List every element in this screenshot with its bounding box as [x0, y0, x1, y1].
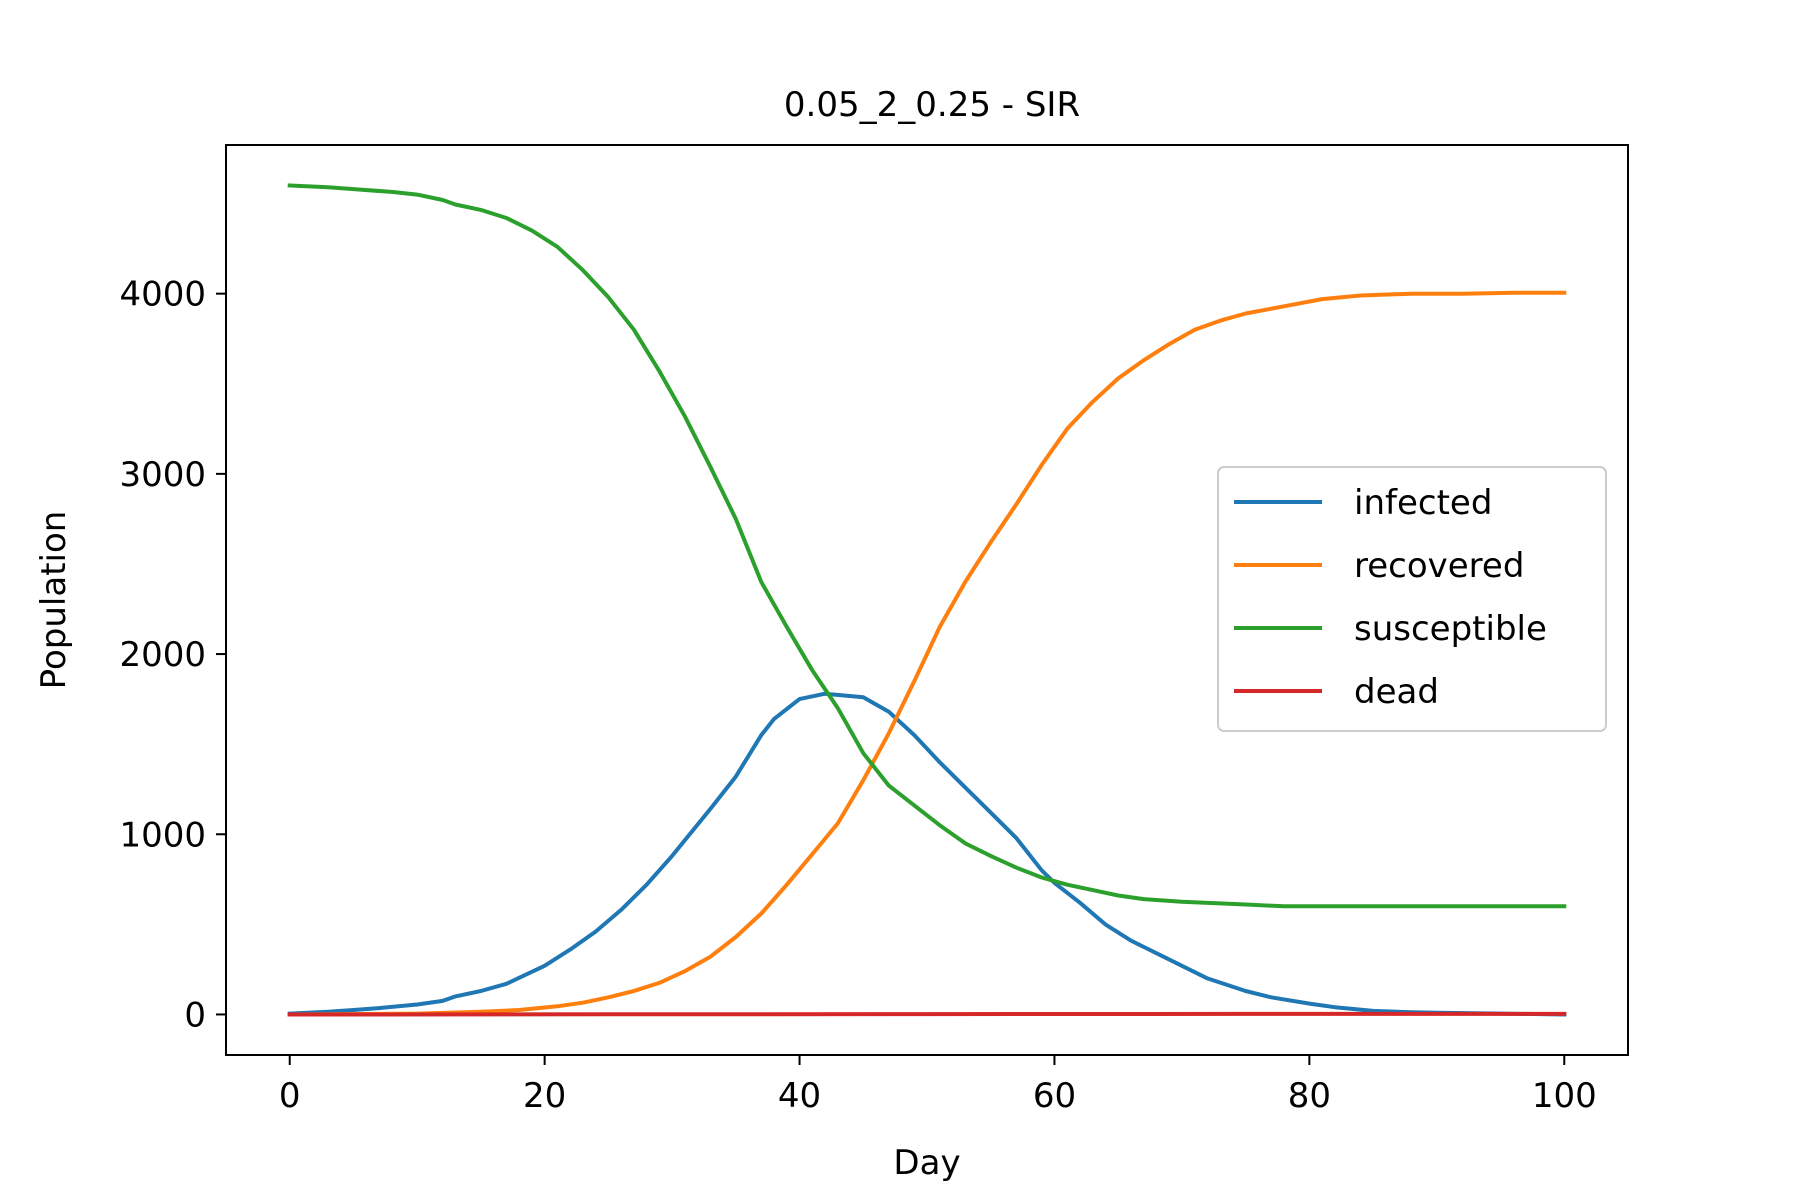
x-axis-ticks: 0 20 40 60 80 100 — [279, 1055, 1597, 1116]
series-line-recovered — [287, 290, 1567, 1017]
x-tick-label: 0 — [279, 1076, 301, 1116]
legend-label-dead: dead — [1354, 672, 1439, 712]
series-line-infected — [287, 691, 1567, 1017]
y-tick-label: 3000 — [119, 455, 206, 495]
y-axis-label: Population — [34, 511, 74, 690]
legend-box — [1217, 466, 1607, 732]
series-line-susceptible — [287, 183, 1567, 909]
axes-frame — [225, 144, 1629, 1056]
x-tick-label: 20 — [523, 1076, 566, 1116]
y-tick-label: 4000 — [119, 275, 206, 315]
y-tick-label: 2000 — [119, 635, 206, 675]
x-tick-label: 100 — [1532, 1076, 1597, 1116]
chart-title: 0.05_2_0.25 - SIR — [784, 85, 1080, 125]
series-line-dead — [287, 1011, 1567, 1017]
x-tick-label: 80 — [1288, 1076, 1331, 1116]
y-tick-label: 0 — [184, 995, 206, 1035]
plot-lines — [287, 183, 1567, 1017]
legend-label-susceptible: susceptible — [1354, 609, 1547, 649]
x-tick-label: 60 — [1033, 1076, 1076, 1116]
y-axis-ticks: 0 1000 2000 3000 4000 — [119, 275, 226, 1035]
y-tick-label: 1000 — [119, 815, 206, 855]
x-tick-label: 40 — [778, 1076, 821, 1116]
x-axis-label: Day — [893, 1143, 960, 1183]
legend-label-infected: infected — [1354, 483, 1492, 523]
legend: infected recovered susceptible dead — [1217, 466, 1607, 732]
legend-label-recovered: recovered — [1354, 546, 1524, 586]
